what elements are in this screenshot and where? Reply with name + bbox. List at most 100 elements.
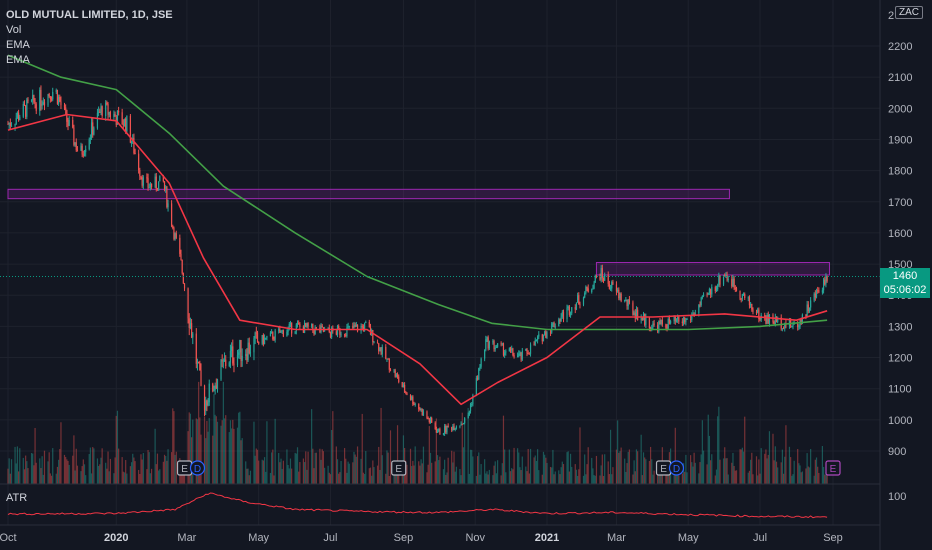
candle-body[interactable] — [599, 276, 601, 280]
candle-body[interactable] — [691, 314, 693, 320]
candle-body[interactable] — [817, 290, 819, 292]
candle-body[interactable] — [158, 181, 160, 191]
candle-body[interactable] — [699, 304, 701, 306]
candle-body[interactable] — [460, 423, 462, 426]
candle-body[interactable] — [279, 329, 281, 333]
candle-body[interactable] — [566, 307, 568, 320]
candle-body[interactable] — [661, 319, 663, 325]
candle-body[interactable] — [707, 292, 709, 295]
candle-body[interactable] — [801, 314, 804, 325]
candle-body[interactable] — [348, 325, 350, 327]
candle-body[interactable] — [278, 329, 280, 331]
candle-body[interactable] — [677, 316, 679, 320]
candle-body[interactable] — [199, 362, 201, 371]
candle-body[interactable] — [182, 273, 184, 284]
candle-body[interactable] — [777, 317, 779, 323]
candle-body[interactable] — [619, 293, 621, 299]
candle-body[interactable] — [665, 324, 667, 328]
indicator-vol[interactable]: Vol — [6, 24, 22, 36]
candle-body[interactable] — [612, 281, 614, 285]
candle-body[interactable] — [181, 260, 183, 274]
candle-body[interactable] — [183, 283, 186, 289]
candle-body[interactable] — [16, 112, 19, 119]
candle-body[interactable] — [767, 314, 769, 324]
symbol-title[interactable]: OLD MUTUAL LIMITED, 1D, JSE — [6, 9, 173, 21]
candle-body[interactable] — [759, 319, 761, 321]
candle-body[interactable] — [338, 326, 340, 329]
candle-body[interactable] — [412, 396, 414, 405]
candle-body[interactable] — [420, 408, 422, 411]
candle-body[interactable] — [213, 389, 215, 392]
candle-body[interactable] — [361, 325, 363, 327]
candle-body[interactable] — [376, 341, 379, 344]
candle-body[interactable] — [353, 325, 355, 329]
candle-body[interactable] — [271, 332, 273, 334]
candle-body[interactable] — [755, 311, 758, 313]
candle-body[interactable] — [130, 142, 133, 144]
candle-body[interactable] — [692, 313, 694, 315]
candle-body[interactable] — [480, 358, 482, 367]
candle-body[interactable] — [274, 330, 276, 340]
candle-body[interactable] — [138, 153, 140, 171]
candle-body[interactable] — [644, 313, 646, 325]
candle-body[interactable] — [635, 309, 638, 319]
candle-body[interactable] — [513, 354, 515, 358]
candle-body[interactable] — [669, 320, 672, 324]
candle-body[interactable] — [552, 322, 554, 324]
candle-body[interactable] — [436, 431, 439, 433]
candle-body[interactable] — [569, 313, 572, 315]
candle-body[interactable] — [19, 116, 21, 120]
candle-body[interactable] — [752, 309, 754, 312]
candle-body[interactable] — [215, 385, 217, 389]
candle-body[interactable] — [354, 325, 356, 327]
candle-body[interactable] — [10, 125, 13, 127]
candle-body[interactable] — [751, 303, 753, 310]
candle-body[interactable] — [657, 324, 659, 332]
candle-body[interactable] — [93, 128, 95, 135]
candle-body[interactable] — [814, 293, 816, 298]
candle-body[interactable] — [88, 139, 90, 150]
candle-body[interactable] — [620, 293, 622, 301]
candle-body[interactable] — [173, 227, 175, 240]
indicator-atr[interactable]: ATR — [6, 492, 28, 504]
candle-body[interactable] — [462, 422, 465, 425]
candle-body[interactable] — [815, 290, 818, 298]
candle-body[interactable] — [442, 433, 445, 435]
candle-body[interactable] — [192, 333, 194, 338]
candle-body[interactable] — [434, 422, 436, 430]
candle-body[interactable] — [740, 298, 742, 300]
candle-body[interactable] — [674, 316, 676, 322]
candle-body[interactable] — [534, 340, 536, 345]
candle-body[interactable] — [475, 378, 478, 396]
candle-body[interactable] — [593, 282, 595, 289]
candle-body[interactable] — [824, 279, 826, 285]
candle-body[interactable] — [396, 374, 399, 377]
candle-body[interactable] — [479, 366, 481, 369]
candle-body[interactable] — [166, 186, 168, 208]
candle-body[interactable] — [195, 333, 197, 364]
candle-body[interactable] — [352, 325, 354, 329]
candle-body[interactable] — [438, 428, 440, 432]
candle-body[interactable] — [775, 316, 778, 323]
candle-body[interactable] — [521, 350, 523, 360]
candle-body[interactable] — [733, 278, 735, 288]
candle-body[interactable] — [281, 330, 283, 332]
candle-body[interactable] — [727, 279, 729, 281]
candle-body[interactable] — [150, 183, 153, 187]
candle-body[interactable] — [363, 322, 366, 331]
candle-body[interactable] — [75, 142, 77, 151]
candle-body[interactable] — [47, 94, 49, 106]
candle-body[interactable] — [398, 376, 400, 382]
candle-body[interactable] — [718, 275, 720, 286]
candle-body[interactable] — [427, 418, 429, 420]
candle-body[interactable] — [98, 111, 100, 113]
candle-body[interactable] — [273, 339, 275, 341]
candle-body[interactable] — [426, 411, 428, 419]
candle-body[interactable] — [698, 304, 700, 314]
candle-body[interactable] — [360, 325, 362, 332]
candle-body[interactable] — [511, 348, 513, 351]
candle-body[interactable] — [464, 418, 466, 423]
candle-body[interactable] — [666, 327, 668, 329]
candle-body[interactable] — [30, 99, 33, 101]
